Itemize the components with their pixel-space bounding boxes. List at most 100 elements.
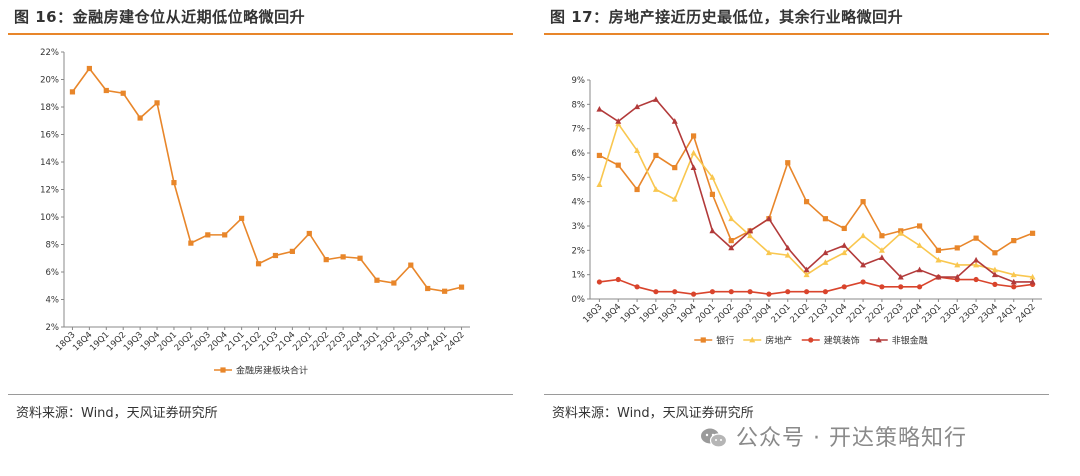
data-point [596, 279, 603, 285]
y-tick-label: 3% [572, 222, 586, 232]
data-point [860, 261, 867, 268]
data-point [785, 289, 791, 295]
data-point [1011, 284, 1017, 290]
figure-title: 图 16：金融房建仓位从近期低位略微回升 [14, 8, 306, 26]
data-point [935, 247, 942, 253]
x-tick-label: 22Q1 [845, 302, 868, 325]
data-point [897, 230, 904, 236]
data-point [878, 247, 885, 253]
left-line-chart: 2%4%6%8%10%12%14%16%18%20%22%18Q318Q419Q… [40, 48, 470, 377]
data-point [615, 162, 621, 168]
data-point [747, 227, 754, 234]
data-point [615, 276, 621, 283]
data-point [916, 223, 923, 229]
data-point [690, 133, 697, 139]
x-tick-label: 18Q3 [581, 302, 604, 325]
legend-marker [700, 337, 706, 343]
data-point [860, 279, 866, 285]
data-point [103, 87, 109, 94]
data-point [188, 240, 194, 246]
data-point [765, 215, 772, 222]
legend-marker [808, 337, 814, 343]
x-tick-label: 19Q3 [657, 302, 680, 325]
data-point [916, 242, 923, 248]
data-point [747, 289, 753, 295]
data-point [671, 196, 678, 202]
data-point [954, 245, 960, 251]
data-point [973, 256, 980, 263]
y-tick-label: 2% [572, 246, 586, 256]
wechat-icon [700, 427, 728, 449]
data-point [860, 199, 866, 205]
y-tick-label: 22% [40, 48, 59, 58]
data-point [709, 174, 716, 180]
y-tick-label: 8% [46, 241, 60, 251]
data-point [1011, 238, 1017, 244]
series-line [598, 122, 1033, 278]
data-point [973, 276, 979, 283]
data-point [898, 284, 904, 290]
data-point [879, 233, 885, 239]
data-point [442, 288, 448, 294]
y-tick-label: 18% [40, 103, 59, 113]
data-point [306, 230, 312, 237]
x-tick-label: 23Q2 [939, 302, 962, 325]
x-tick-label: 23Q1 [920, 302, 943, 325]
figure-source: 资料来源：Wind，天风证券研究所 [16, 406, 218, 421]
y-tick-label: 7% [572, 125, 586, 135]
y-tick-label: 9% [572, 76, 586, 86]
data-point [255, 261, 262, 267]
data-point [458, 284, 465, 290]
data-point [709, 191, 716, 197]
data-point [86, 65, 92, 72]
data-point [634, 284, 640, 290]
data-point [690, 164, 697, 170]
data-point [1029, 273, 1036, 280]
data-point [289, 248, 295, 254]
legend-item: 建筑装饰 [801, 335, 860, 347]
data-point [205, 232, 211, 238]
data-point [822, 259, 829, 265]
data-point [672, 165, 678, 171]
series-line [598, 98, 1033, 283]
data-point [878, 254, 885, 261]
data-point [652, 186, 659, 192]
source-rule [8, 394, 513, 395]
y-tick-label: 10% [40, 213, 59, 223]
data-point [1010, 278, 1017, 285]
x-tick-label: 22Q4 [901, 302, 924, 325]
data-point [425, 285, 431, 292]
data-point [652, 96, 659, 102]
data-point [1010, 271, 1017, 278]
legend-item: 银行 [694, 335, 734, 347]
x-tick-label: 21Q2 [788, 302, 811, 325]
data-point [391, 280, 397, 286]
data-point [822, 289, 829, 295]
data-point [596, 106, 603, 112]
x-tick-label: 23Q4 [977, 302, 1000, 325]
x-tick-label: 20Q1 [694, 302, 717, 325]
data-point [690, 149, 697, 156]
legend-label: 非银金融 [892, 335, 928, 347]
y-tick-label: 12% [40, 186, 59, 196]
data-point [916, 266, 923, 273]
legend-item: 金融房建板块合计 [214, 365, 308, 377]
right-figure-panel: 图 17：房地产接近历史最低位，其余行业略微回升 0% 1% 2% 3% 4% 5% 6% 7… [544, 0, 1056, 476]
x-tick-label: 19Q2 [638, 302, 661, 325]
data-point [171, 180, 177, 186]
legend-marker [749, 336, 756, 343]
data-point [973, 261, 980, 268]
data-point [916, 284, 923, 290]
x-tick-label: 23Q3 [958, 302, 981, 325]
data-point [357, 255, 363, 261]
data-point [803, 271, 810, 278]
data-point [709, 289, 716, 295]
y-tick-label: 4% [572, 198, 586, 208]
data-point [615, 118, 622, 124]
data-point [954, 261, 961, 268]
data-point [690, 291, 697, 297]
data-point [408, 262, 414, 268]
data-point [653, 289, 659, 295]
data-point [596, 181, 603, 188]
data-point [991, 266, 998, 273]
